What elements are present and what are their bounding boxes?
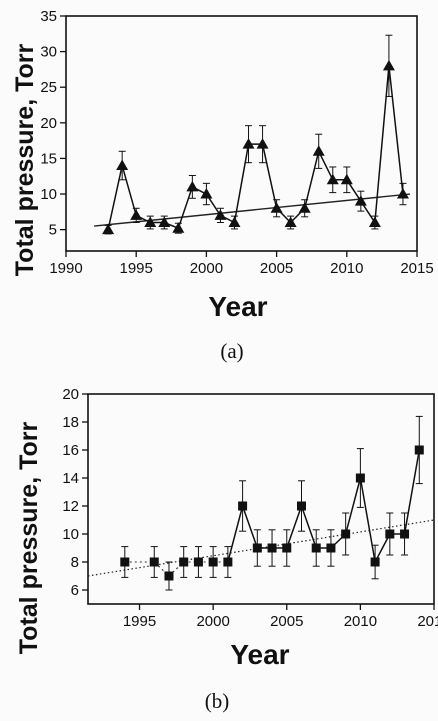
data-point-square: [414, 445, 424, 455]
data-point-triangle: [368, 216, 381, 228]
x-tick-label: 2005: [270, 613, 303, 630]
data-point-square: [149, 557, 159, 567]
data-point-triangle: [144, 216, 157, 228]
x-tick-label: 2010: [330, 260, 363, 277]
data-point-square: [296, 501, 306, 511]
data-point-triangle: [340, 173, 353, 185]
data-point-square: [267, 543, 277, 553]
x-tick-label: 1990: [49, 260, 82, 277]
data-point-triangle: [214, 209, 227, 220]
panel-a-series: [102, 34, 409, 235]
data-point-triangle: [186, 180, 199, 192]
y-tick-label: 20: [40, 115, 57, 132]
data-point-square: [326, 543, 336, 553]
panel-a-ticks: 1990 1995 2000 2005 2010 2015 5 10 15 20 25 30 35: [40, 8, 433, 277]
data-point-triangle: [116, 159, 129, 171]
data-point-square: [238, 501, 248, 511]
series-line: [107, 65, 404, 230]
data-point-triangle: [284, 216, 297, 228]
data-point-square: [179, 557, 189, 567]
data-point-square: [208, 557, 218, 567]
x-tick-label: 1995: [120, 260, 153, 277]
panel-b-plot-frame: [87, 393, 435, 605]
x-tick-label: 1995: [123, 613, 156, 630]
panel-b-trendline: [87, 519, 435, 577]
panel-a-caption: (a): [220, 339, 243, 363]
data-point-square: [400, 529, 410, 539]
y-tick-label: 8: [71, 554, 79, 571]
panel-b-x-axis-label: Year: [230, 639, 289, 670]
data-point-triangle: [102, 223, 115, 235]
data-point-triangle: [172, 222, 185, 233]
y-tick-label: 30: [40, 44, 57, 61]
data-point-triangle: [228, 216, 241, 228]
data-point-square: [223, 557, 233, 567]
y-tick-label: 12: [62, 498, 79, 515]
panel-a-plot-frame: [65, 15, 418, 252]
panel-b-ticks: 1995 2000 2005 2010 2015 6 8 10 12 14 16 18 20: [62, 386, 438, 630]
y-tick-label: 5: [49, 222, 57, 239]
data-point-triangle: [270, 202, 283, 213]
data-point-triangle: [256, 138, 269, 149]
data-point-square: [370, 557, 380, 567]
panel-b-y-axis-label: Total pressure, Torr: [15, 422, 43, 655]
data-point-triangle: [242, 138, 255, 149]
y-tick-label: 25: [40, 79, 57, 96]
y-tick-label: 15: [40, 150, 57, 167]
data-point-square: [193, 557, 203, 567]
y-tick-label: 20: [62, 386, 79, 403]
data-point-triangle: [354, 195, 367, 206]
panel-a-x-axis-label: Year: [208, 291, 267, 322]
data-point-triangle: [382, 59, 395, 71]
y-tick-label: 35: [40, 8, 57, 25]
data-point-square: [252, 543, 262, 553]
panel-b-series: [120, 415, 424, 591]
data-point-square: [120, 557, 130, 567]
data-point-triangle: [130, 209, 143, 220]
data-point-triangle: [396, 188, 409, 199]
trendline: [87, 519, 435, 577]
data-point-square: [282, 543, 292, 553]
panel-a: 1990 1995 2000 2005 2010 2015 5 10 15 20 25 30 35 To…: [11, 8, 434, 363]
x-tick-label: 2000: [196, 613, 229, 630]
panel-a-y-axis-label: Total pressure, Torr: [11, 44, 39, 277]
x-tick-label: 2000: [190, 260, 223, 277]
panel-b: 1995 2000 2005 2010 2015 6 8 10 12 14 16 18 20 Total…: [15, 386, 438, 713]
data-point-triangle: [326, 173, 339, 185]
y-tick-label: 10: [40, 186, 57, 203]
data-point-triangle: [312, 145, 325, 156]
y-tick-label: 6: [71, 582, 79, 599]
x-tick-label: 2010: [344, 613, 377, 630]
y-tick-label: 10: [62, 526, 79, 543]
data-point-square: [341, 529, 351, 539]
data-point-triangle: [200, 188, 213, 199]
data-point-square: [311, 543, 321, 553]
y-tick-label: 16: [62, 442, 79, 459]
y-tick-label: 18: [62, 414, 79, 431]
y-tick-label: 14: [62, 470, 79, 487]
x-tick-label: 2015: [417, 613, 438, 630]
data-point-square: [355, 473, 365, 483]
panel-b-caption: (b): [205, 689, 230, 713]
x-tick-label: 2005: [260, 260, 293, 277]
data-point-triangle: [298, 202, 311, 213]
data-point-square: [385, 529, 395, 539]
data-point-square: [164, 571, 174, 581]
data-point-triangle: [158, 216, 171, 228]
x-tick-label: 2015: [400, 260, 433, 277]
